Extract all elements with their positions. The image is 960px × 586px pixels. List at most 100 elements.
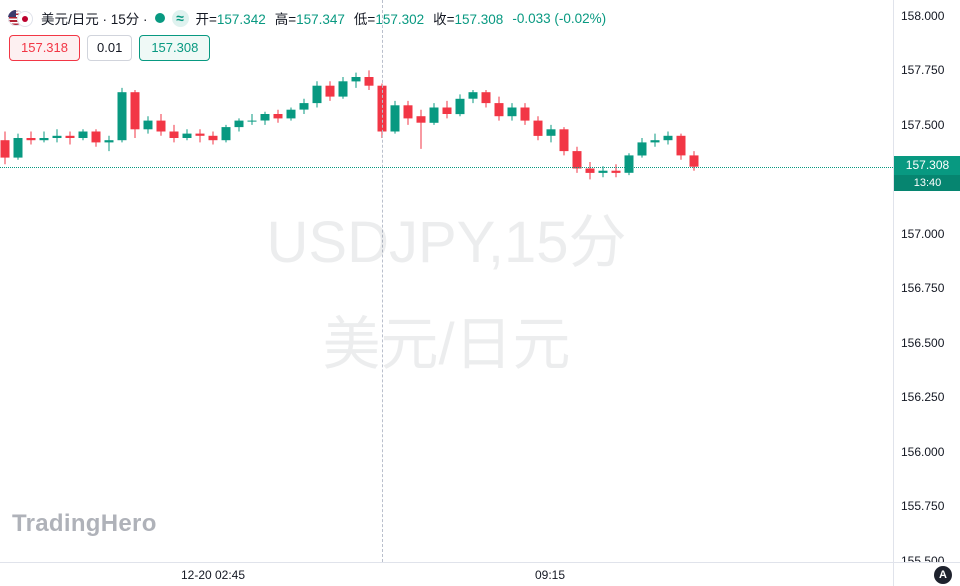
candle (468, 90, 478, 104)
candle (520, 103, 530, 125)
candle (156, 114, 166, 136)
candle (624, 153, 634, 176)
approx-data-icon[interactable]: ≈ (171, 9, 189, 27)
candle (338, 77, 348, 99)
price-axis-label: 156.250 (901, 390, 945, 405)
candle (104, 135, 114, 152)
price-axis-label: 156.750 (901, 281, 945, 296)
bar-countdown: 13:40 (894, 174, 960, 191)
price-axis-label: 155.750 (901, 499, 945, 514)
candle (455, 94, 465, 117)
price-axis-label: 157.500 (901, 117, 945, 132)
current-price-tag: 157.308 13:40 (894, 155, 960, 191)
sell-price-button[interactable]: 157.318 (9, 35, 80, 61)
candlestick-svg[interactable] (0, 0, 893, 562)
ohlc-close-value: 157.308 (454, 12, 504, 27)
symbol-title[interactable]: 美元/日元 · 15分 · (41, 12, 148, 27)
chart-pane[interactable]: USDJPY,15分 美元/日元 TradingHero 美元/日元 · 15分… (0, 0, 893, 562)
candle (195, 129, 205, 143)
account-button[interactable]: A (934, 566, 952, 584)
ohlc-open: 开=157.342 (196, 8, 266, 28)
time-axis[interactable]: 12-20 02:45 09:15 (0, 562, 893, 586)
price-axis[interactable]: 157.308 13:40 158.000 157.750 157.500 157.0… (893, 0, 960, 568)
price-axis-label: 157.750 (901, 63, 945, 78)
price-axis-label: 157.000 (901, 226, 945, 241)
ohlc-open-value: 157.342 (216, 12, 266, 27)
candle (390, 100, 400, 134)
symbol-legend[interactable]: 美元/日元 · 15分 · ≈ 开=157.342 高=157.347 低=15… (8, 8, 606, 28)
change-value: -0.033 (512, 10, 551, 26)
axis-corner: A (893, 562, 960, 586)
candle (676, 133, 686, 160)
candle (65, 131, 75, 145)
candle (429, 103, 439, 125)
currency-pair-flags-icon (8, 9, 34, 27)
time-axis-label: 09:15 (534, 568, 566, 582)
candle (208, 131, 218, 145)
candle (494, 96, 504, 121)
change-percent: (-0.02%) (554, 10, 607, 26)
ohlc-low-label: 低= (353, 12, 376, 27)
candle (0, 131, 10, 165)
candle (26, 131, 36, 145)
ohlc-close: 收=157.308 (433, 8, 503, 28)
candle (13, 133, 23, 160)
time-axis-label: 12-20 02:45 (180, 568, 246, 582)
price-change: -0.033 (-0.02%) (512, 11, 606, 26)
ohlc-values: 开=157.342 高=157.347 低=157.302 收=157.308 … (196, 8, 607, 28)
ohlc-high: 高=157.347 (275, 8, 345, 28)
candle (78, 129, 88, 141)
candle (221, 124, 231, 143)
ohlc-high-value: 157.347 (296, 12, 345, 27)
ohlc-low: 低=157.302 (354, 8, 424, 28)
candle (507, 103, 517, 121)
candle (611, 164, 621, 178)
ohlc-high-label: 高= (274, 12, 297, 27)
candle (117, 87, 127, 143)
candle (559, 127, 569, 156)
session-divider-line (382, 0, 383, 562)
candle (247, 114, 257, 125)
candle (39, 131, 49, 143)
candle (442, 100, 452, 119)
candle (572, 146, 582, 173)
price-axis-label: 156.500 (901, 335, 945, 350)
price-axis-label: 156.000 (901, 444, 945, 459)
candle (403, 100, 413, 125)
market-status-dot-icon[interactable] (154, 13, 165, 23)
current-price-value: 157.308 (905, 157, 950, 172)
tradinghero-watermark: TradingHero (12, 510, 157, 537)
ohlc-close-label: 收= (433, 12, 455, 27)
candle (351, 72, 361, 88)
candle (663, 131, 673, 145)
candle (533, 116, 543, 141)
candle (637, 138, 647, 158)
price-axis-label: 158.000 (901, 8, 945, 23)
candle (585, 162, 595, 180)
quote-buttons: 157.318 0.01 157.308 (9, 35, 211, 61)
candle (260, 111, 270, 125)
candle (286, 107, 296, 121)
ohlc-open-label: 开= (195, 12, 217, 27)
candle (52, 129, 62, 143)
candle (364, 70, 374, 90)
candle (650, 133, 660, 147)
candle (325, 81, 335, 101)
candle (169, 124, 179, 143)
buy-price-button[interactable]: 157.308 (139, 35, 211, 61)
spread-value: 0.01 (87, 35, 133, 61)
current-price-line (0, 166, 893, 168)
candle (91, 129, 101, 147)
candle (546, 124, 556, 143)
candle (143, 116, 153, 134)
ohlc-low-value: 157.302 (375, 12, 425, 27)
candle (130, 90, 140, 138)
candle (273, 109, 283, 123)
candle (416, 109, 426, 149)
candle (312, 81, 322, 108)
japan-flag-icon (17, 10, 33, 27)
candle (598, 166, 608, 178)
candle (182, 129, 192, 141)
candle (481, 90, 491, 108)
